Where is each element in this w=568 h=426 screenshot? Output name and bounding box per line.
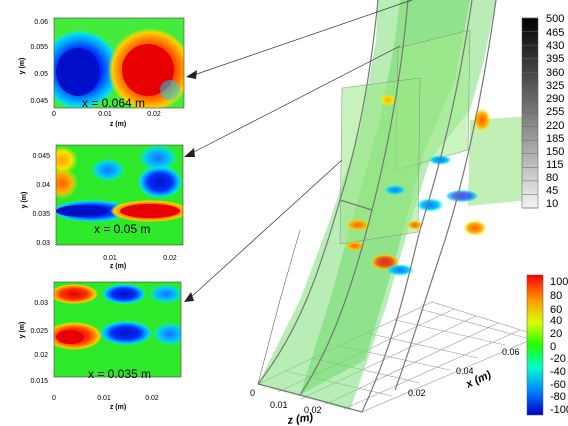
x-tick-2: 0.06 <box>502 347 520 357</box>
gray-label-11: 115 <box>546 159 564 171</box>
z-axis-label: z (m) <box>286 411 314 426</box>
bot-ytick-0: 0.03 <box>34 300 48 307</box>
gray-label-6: 290 <box>546 93 564 105</box>
color-label-9: -80 <box>550 391 566 403</box>
gray-label-3: 395 <box>546 53 564 65</box>
bot-ytick-1: 0.025 <box>30 328 48 335</box>
gray-label-12: 80 <box>546 172 558 184</box>
top-xlabel: z (m) <box>110 121 126 128</box>
mid-ytick-3: 0.03 <box>36 240 50 247</box>
x-tick-0: 0.02 <box>408 388 426 398</box>
gray-label-10: 150 <box>546 146 564 158</box>
mid-xtick-1: 0.02 <box>163 255 177 262</box>
color-label-5: 0 <box>550 341 556 353</box>
bot-section-label: x = 0.035 m <box>88 367 151 381</box>
color-label-6: -20 <box>550 353 566 365</box>
color-label-3: 40 <box>550 315 562 327</box>
gray-label-8: 220 <box>546 120 564 132</box>
grayscale-colorbar: 500 465 430 395 360 325 290 255 220 185 … <box>521 13 564 210</box>
gray-label-9: 185 <box>546 133 564 145</box>
pointer-arrowhead-middle <box>184 148 195 157</box>
gray-label-2: 430 <box>546 40 564 52</box>
gray-label-4: 360 <box>546 67 564 79</box>
mid-ytick-0: 0.045 <box>32 153 50 160</box>
gray-label-7: 255 <box>546 106 564 118</box>
duct-3d-view: 0 0.01 0.02 z (m) 0.02 0.04 0.06 x (m) <box>250 0 541 426</box>
bot-xlabel: z (m) <box>110 404 126 411</box>
pointer-lines <box>189 0 413 299</box>
section-plane-right <box>468 116 532 206</box>
z-tick-0: 0 <box>250 388 255 398</box>
mid-ytick-2: 0.035 <box>32 211 50 218</box>
top-xtick-1: 0.01 <box>98 111 112 118</box>
section-plane-middle <box>339 77 421 245</box>
panel-top: 0.06 0.055 0.05 0.045 y (m) 0 0.01 0.02 … <box>19 17 185 128</box>
mid-xtick-0: 0.01 <box>103 255 117 262</box>
bot-xtick-0: 0 <box>52 395 56 402</box>
top-xtick-2: 0.02 <box>147 111 161 118</box>
color-label-2: 60 <box>550 304 562 316</box>
duct-outline <box>257 0 497 413</box>
top-ytick-2: 0.05 <box>34 71 48 78</box>
bot-ylabel: y (m) <box>19 322 26 339</box>
top-ytick-3: 0.045 <box>30 98 48 105</box>
color-label-8: -60 <box>550 379 566 391</box>
z-tick-2: 0.02 <box>304 405 322 415</box>
panel-bottom: 0.03 0.025 0.02 0.015 y (m) 0 0.01 0.02 … <box>19 281 182 411</box>
gray-label-1: 465 <box>546 27 564 39</box>
mid-ylabel: y (m) <box>21 192 28 209</box>
bot-ytick-3: 0.015 <box>30 378 48 385</box>
x-tick-1: 0.04 <box>456 366 474 376</box>
top-ylabel: y (m) <box>19 58 26 75</box>
color-label-4: 20 <box>550 328 562 340</box>
color-label-1: 80 <box>550 290 562 302</box>
mid-xlabel: z (m) <box>110 263 126 270</box>
bot-xtick-2: 0.02 <box>145 395 159 402</box>
mid-section-label: x = 0.05 m <box>94 222 150 236</box>
gray-label-14: 10 <box>546 198 558 210</box>
top-xtick-0: 0 <box>52 111 56 118</box>
top-section-label: x = 0.064 m <box>82 96 145 110</box>
color-label-10: -100 <box>550 404 568 416</box>
bot-xtick-1: 0.01 <box>97 395 111 402</box>
top-ytick-1: 0.055 <box>30 44 48 51</box>
gray-label-0: 500 <box>546 13 564 25</box>
color-label-7: -40 <box>550 366 566 378</box>
gray-label-5: 325 <box>546 80 564 92</box>
z-tick-1: 0.01 <box>270 400 288 410</box>
color-label-0: 100 <box>550 276 568 288</box>
pointer-arrowhead-top <box>186 70 197 79</box>
top-ytick-0: 0.06 <box>34 19 48 26</box>
panel-middle: 0.045 0.04 0.035 0.03 y (m) 0.01 0.02 z … <box>21 144 184 270</box>
color-colorbar: 100 80 60 40 20 0 -20 -40 -60 -80 -100 <box>526 274 568 416</box>
bot-ytick-2: 0.02 <box>34 352 48 359</box>
pointer-arrowhead-bottom <box>184 292 194 302</box>
mid-ytick-1: 0.04 <box>36 182 50 189</box>
gray-label-13: 45 <box>546 185 558 197</box>
